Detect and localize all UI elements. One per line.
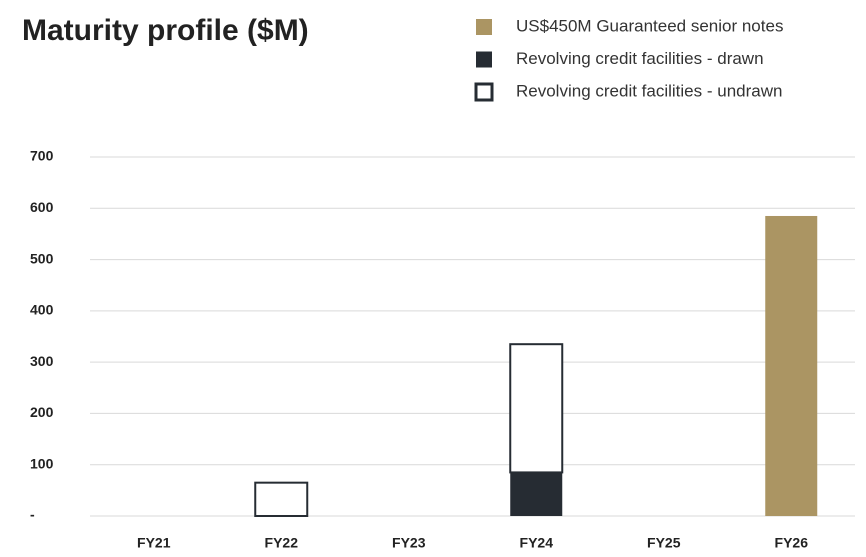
y-tick-label: 600 — [30, 199, 54, 215]
y-tick-label: 100 — [30, 455, 54, 471]
x-tick-label: FY25 — [647, 535, 681, 551]
bar-segment — [510, 472, 563, 516]
y-tick-label: 700 — [30, 148, 54, 164]
legend-label: Revolving credit facilities - undrawn — [516, 81, 782, 100]
x-tick-label: FY23 — [392, 535, 426, 551]
x-tick-label: FY26 — [775, 535, 809, 551]
legend-label: US$450M Guaranteed senior notes — [516, 16, 783, 35]
legend-label: Revolving credit facilities - drawn — [516, 49, 764, 68]
x-tick-label: FY21 — [137, 535, 171, 551]
legend-swatch — [474, 82, 494, 102]
y-tick-label: 300 — [30, 353, 54, 369]
y-tick-label: - — [30, 507, 35, 523]
y-tick-label: 500 — [30, 250, 54, 266]
x-tick-label: FY24 — [520, 535, 554, 551]
legend-swatch — [476, 19, 492, 35]
x-tick-label: FY22 — [265, 535, 299, 551]
bar-segment — [254, 481, 309, 517]
bar-segment — [765, 215, 818, 516]
bar-segment — [509, 343, 564, 474]
legend-swatch — [476, 51, 492, 68]
y-tick-label: 400 — [30, 302, 54, 318]
chart-title: Maturity profile ($M) — [22, 14, 309, 47]
y-tick-label: 200 — [30, 404, 54, 420]
